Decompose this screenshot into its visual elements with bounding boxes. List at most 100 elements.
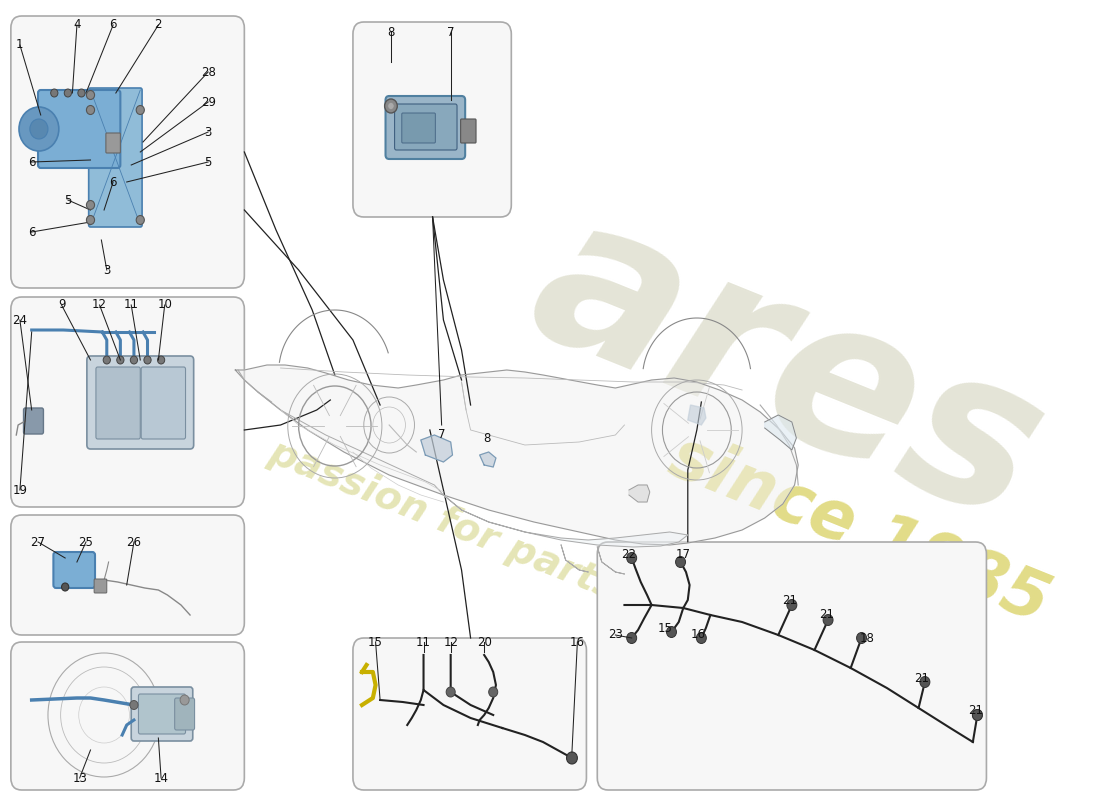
Text: 12: 12 [92, 298, 107, 311]
Polygon shape [421, 435, 452, 462]
Text: 2: 2 [155, 18, 162, 31]
Text: 20: 20 [476, 635, 492, 649]
FancyBboxPatch shape [175, 698, 195, 730]
Text: 8: 8 [387, 26, 395, 38]
Circle shape [136, 106, 144, 114]
Circle shape [972, 710, 982, 721]
FancyBboxPatch shape [106, 133, 120, 153]
Text: 17: 17 [675, 549, 691, 562]
FancyBboxPatch shape [141, 367, 186, 439]
Text: 6: 6 [109, 175, 117, 189]
FancyBboxPatch shape [402, 113, 436, 143]
Polygon shape [764, 415, 796, 450]
Text: 11: 11 [123, 298, 139, 311]
Text: 15: 15 [368, 635, 383, 649]
Circle shape [388, 102, 394, 110]
Text: 21: 21 [818, 609, 834, 622]
Circle shape [823, 614, 833, 626]
Polygon shape [480, 452, 496, 467]
Text: 24: 24 [12, 314, 28, 326]
Text: 25: 25 [78, 535, 94, 549]
FancyBboxPatch shape [385, 96, 465, 159]
FancyBboxPatch shape [87, 356, 194, 449]
Text: passion for parts: passion for parts [264, 433, 624, 607]
Text: 7: 7 [447, 26, 454, 38]
FancyBboxPatch shape [461, 119, 476, 143]
Text: ares: ares [505, 174, 1070, 566]
Circle shape [786, 599, 796, 610]
Text: 18: 18 [859, 631, 874, 645]
Text: 5: 5 [205, 155, 212, 169]
Circle shape [675, 557, 685, 567]
Text: 6: 6 [28, 226, 35, 238]
Circle shape [627, 553, 637, 563]
Polygon shape [629, 485, 650, 502]
FancyBboxPatch shape [95, 579, 107, 593]
Circle shape [130, 701, 138, 710]
FancyBboxPatch shape [11, 297, 244, 507]
Text: 29: 29 [200, 95, 216, 109]
FancyBboxPatch shape [353, 22, 512, 217]
Text: 16: 16 [691, 629, 706, 642]
FancyBboxPatch shape [23, 408, 43, 434]
Circle shape [117, 356, 124, 364]
FancyBboxPatch shape [89, 88, 142, 227]
FancyBboxPatch shape [353, 638, 586, 790]
Text: 1: 1 [16, 38, 24, 51]
Circle shape [130, 356, 138, 364]
Text: 3: 3 [103, 263, 110, 277]
Text: 7: 7 [438, 429, 446, 442]
FancyBboxPatch shape [597, 542, 987, 790]
Text: 4: 4 [74, 18, 80, 31]
Text: 26: 26 [126, 535, 142, 549]
Circle shape [51, 89, 58, 97]
FancyBboxPatch shape [96, 367, 141, 439]
Text: since 1985: since 1985 [660, 424, 1059, 636]
Text: 23: 23 [608, 629, 623, 642]
FancyBboxPatch shape [11, 515, 244, 635]
Text: 13: 13 [73, 771, 87, 785]
Circle shape [180, 695, 189, 705]
Circle shape [488, 687, 497, 697]
Text: 14: 14 [154, 771, 168, 785]
Text: 28: 28 [200, 66, 216, 78]
Text: 11: 11 [416, 635, 431, 649]
Circle shape [144, 356, 151, 364]
Circle shape [696, 633, 706, 643]
Circle shape [87, 201, 95, 210]
FancyBboxPatch shape [395, 104, 456, 150]
Text: 15: 15 [658, 622, 672, 634]
Circle shape [87, 90, 95, 99]
Circle shape [62, 583, 69, 591]
Circle shape [157, 356, 165, 364]
Circle shape [385, 99, 397, 113]
Circle shape [19, 107, 58, 151]
FancyBboxPatch shape [139, 694, 186, 734]
Circle shape [627, 633, 637, 643]
Text: 9: 9 [58, 298, 65, 311]
Circle shape [667, 626, 676, 638]
Circle shape [87, 106, 95, 114]
Circle shape [566, 752, 578, 764]
Text: 8: 8 [483, 431, 491, 445]
Circle shape [920, 677, 929, 687]
Circle shape [30, 119, 48, 139]
Text: 27: 27 [31, 535, 45, 549]
Circle shape [136, 215, 144, 225]
Circle shape [87, 215, 95, 225]
Polygon shape [443, 495, 688, 547]
Text: 21: 21 [782, 594, 797, 606]
Text: 6: 6 [109, 18, 117, 31]
Text: 12: 12 [443, 635, 459, 649]
Text: 10: 10 [157, 298, 172, 311]
Text: 16: 16 [570, 635, 585, 649]
Polygon shape [688, 405, 706, 425]
FancyBboxPatch shape [11, 642, 244, 790]
Text: 3: 3 [205, 126, 212, 138]
Circle shape [857, 633, 867, 643]
Circle shape [64, 89, 72, 97]
Text: 21: 21 [968, 703, 983, 717]
Circle shape [972, 710, 982, 721]
Polygon shape [235, 365, 799, 545]
FancyBboxPatch shape [131, 687, 192, 741]
